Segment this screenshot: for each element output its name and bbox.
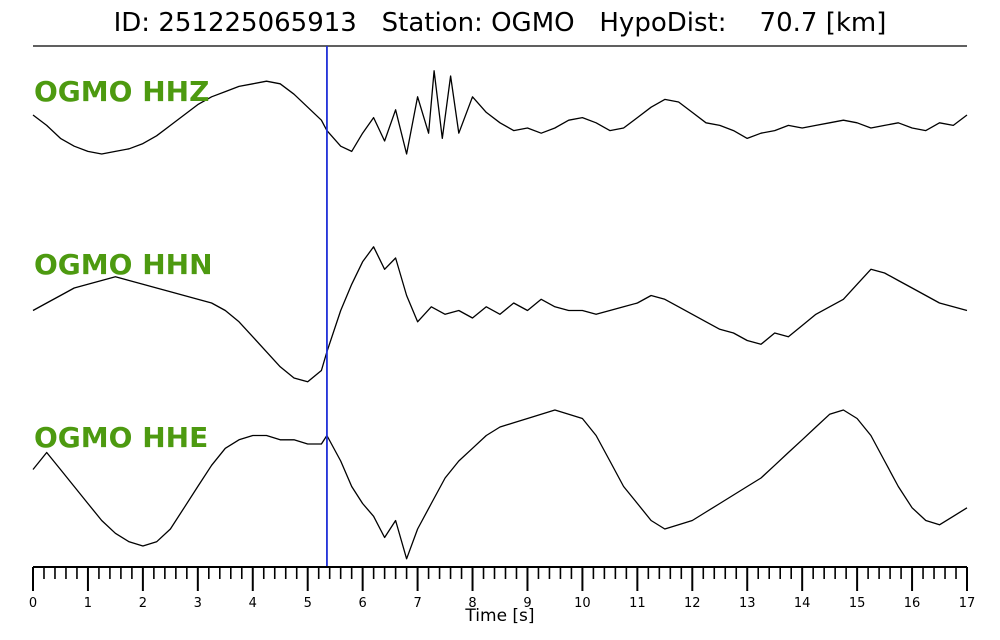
tick-label: 8	[468, 596, 476, 611]
tick-label: 9	[523, 596, 531, 611]
tick-label: 5	[304, 596, 312, 611]
time-axis: 0 1 2 3 4 5 6 7 8 9 10 11 12 13 14 15 16 17	[29, 566, 976, 611]
trace-ogmo-hhz	[32, 70, 968, 155]
tick-label: 3	[194, 596, 202, 611]
tick-label: 14	[794, 596, 811, 611]
tick-label: 10	[574, 596, 591, 611]
trace-ogmo-hhe	[32, 409, 968, 560]
x-axis-label: Time [s]	[465, 606, 535, 626]
tick-label: 4	[249, 596, 257, 611]
chart-title: ID: 251225065913 Station: OGMO HypoDist:…	[113, 8, 887, 38]
channel-label-hhn: OGMO HHN	[34, 248, 213, 281]
trace-ogmo-hhn	[32, 246, 968, 383]
tick-label: 6	[359, 596, 367, 611]
tick-label: 11	[629, 596, 646, 611]
channel-label-hhe: OGMO HHE	[34, 421, 209, 454]
tick-label: 17	[959, 596, 976, 611]
tick-label: 1	[84, 596, 92, 611]
tick-label: 16	[904, 596, 921, 611]
tick-label: 12	[684, 596, 701, 611]
tick-label: 7	[413, 596, 421, 611]
tick-label: 13	[739, 596, 756, 611]
tick-label: 2	[139, 596, 147, 611]
traces-group	[32, 70, 968, 560]
tick-label: 15	[849, 596, 866, 611]
channel-label-hhz: OGMO HHZ	[34, 75, 210, 108]
tick-label: 0	[29, 596, 37, 611]
